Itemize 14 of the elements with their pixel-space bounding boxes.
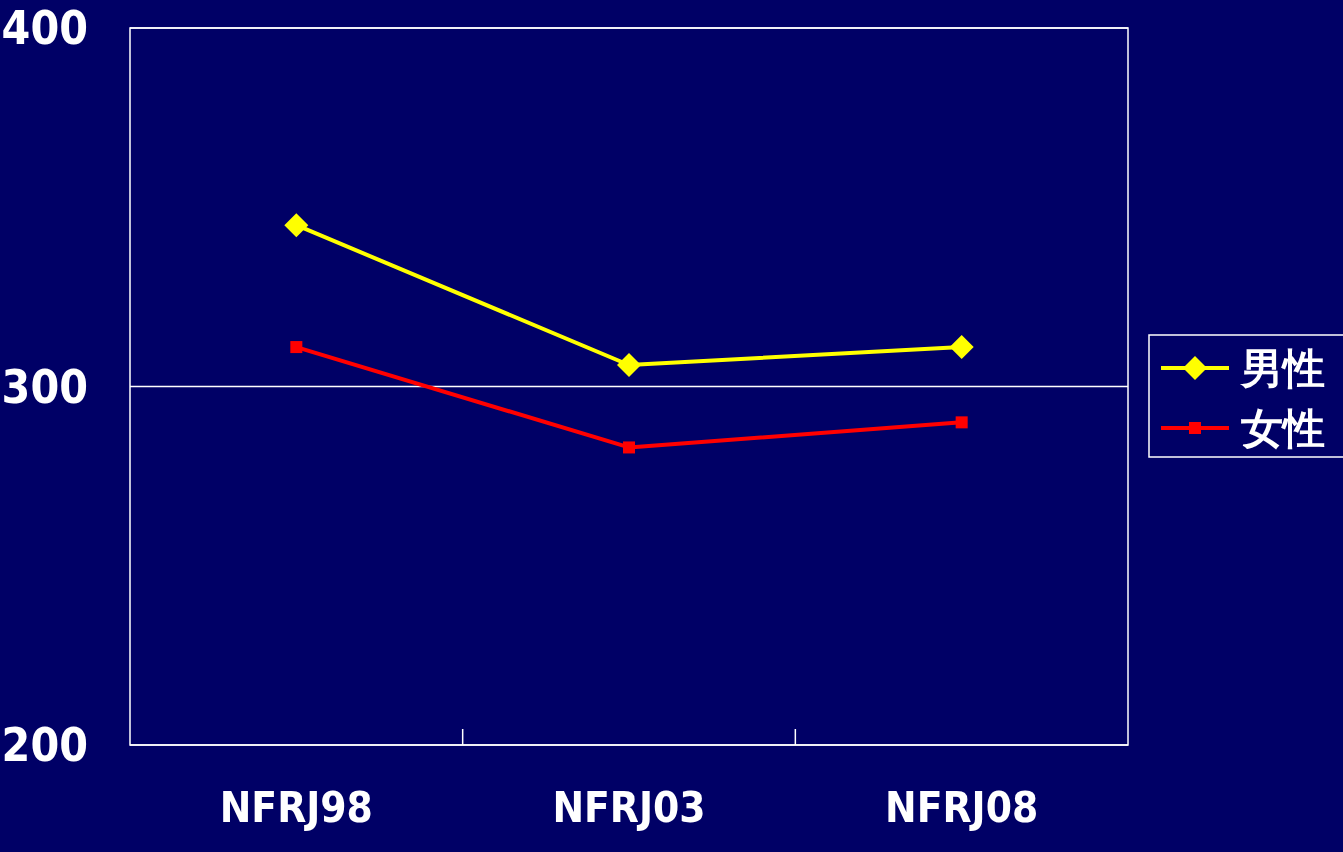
- legend-label: 女性: [1240, 404, 1325, 453]
- x-tick-label: NFRJ98: [219, 783, 373, 832]
- point: [290, 341, 303, 354]
- point: [623, 441, 635, 454]
- y-tick-label: 200: [1, 718, 88, 772]
- x-tick-label: NFRJ08: [885, 783, 1039, 832]
- point: [949, 335, 974, 360]
- x-tick-label: NFRJ03: [552, 783, 706, 832]
- y-tick-label: 300: [1, 359, 88, 414]
- y-tick-label: 400: [1, 1, 88, 55]
- point: [955, 416, 968, 429]
- point: [617, 352, 641, 377]
- point: [284, 213, 309, 238]
- legend-label: 男性: [1239, 344, 1325, 393]
